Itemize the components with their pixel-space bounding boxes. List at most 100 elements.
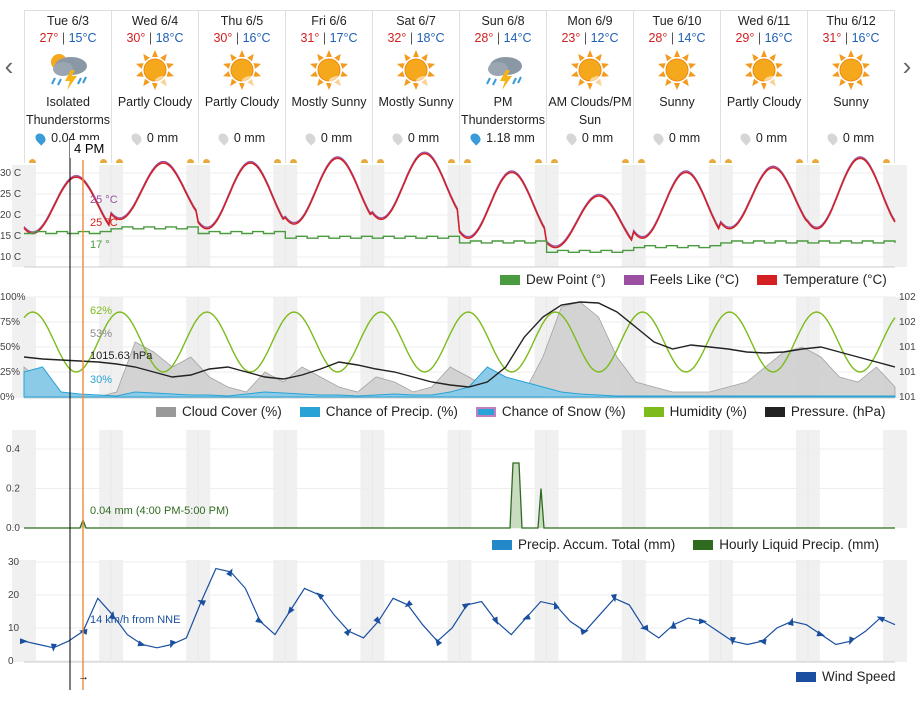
day-column[interactable]: Fri 6/6 31° | 17°C Mostly Sunny 0 mm: [286, 11, 373, 163]
wind-direction-arrow: [20, 638, 28, 645]
wind-direction-arrow: [491, 616, 499, 625]
day-date: Mon 6/9: [567, 14, 613, 28]
legend-wind-speed: Wind Speed: [822, 669, 896, 684]
day-date: Sat 6/7: [396, 14, 436, 28]
raindrop-icon: [738, 130, 753, 146]
day-column[interactable]: Thu 6/12 31° | 16°C Sunny 0 mm: [808, 11, 895, 163]
night-band: [621, 430, 646, 528]
day-column[interactable]: Sun 6/8 28° | 14°C PM Thunderstorms 1.18 mm: [460, 11, 547, 163]
day-date: Fri 6/6: [311, 14, 347, 28]
temp-legend: Dew Point (°) Feels Like (°C) Temperatur…: [482, 272, 887, 287]
wind-readout: 14 km/h from NNE: [90, 614, 180, 626]
wind-direction-arrow: [849, 636, 855, 645]
raindrop-icon: [564, 130, 579, 146]
pressure-readout: 1015.63 hPa: [90, 350, 153, 362]
legend-feels-like: Feels Like (°C): [649, 272, 740, 287]
dew-point-line: [24, 226, 896, 253]
y-tick-label: 25 C: [0, 189, 21, 200]
night-band: [12, 297, 36, 398]
sun-cloud-icon: [286, 47, 372, 93]
day-precip: 0.04 mm: [25, 130, 111, 146]
y-tick-label: 15 C: [0, 231, 21, 242]
day-temps: 23° | 12°C: [561, 31, 619, 45]
temperature-line: [23, 152, 896, 249]
day-temps: 31° | 17°C: [300, 31, 358, 45]
day-condition: Partly Cloudy: [117, 95, 193, 109]
cursor-arrow-icon: →: [78, 671, 89, 683]
night-band: [621, 165, 646, 267]
night-band: [273, 560, 298, 662]
day-column[interactable]: Thu 6/5 30° | 16°C Partly Cloudy 0 mm: [199, 11, 286, 163]
wind-direction-arrow: [170, 639, 176, 649]
wind-direction-arrow: [522, 613, 531, 620]
day-temps: 28° | 14°C: [648, 31, 706, 45]
sunrise-icon: [116, 159, 123, 163]
day-high: 31°: [822, 31, 842, 45]
night-band: [534, 560, 559, 662]
prev-days-button[interactable]: ‹: [4, 50, 14, 81]
day-temps: 32° | 18°C: [387, 31, 445, 45]
night-band: [360, 165, 385, 267]
day-column[interactable]: Tue 6/10 28° | 14°C Sunny 0 mm: [634, 11, 721, 163]
legend-chance-snow: Chance of Snow (%): [501, 404, 626, 419]
wind-direction-arrow: [698, 618, 708, 625]
night-band: [360, 297, 385, 398]
feels-like-readout: 25 °C: [90, 194, 118, 206]
day-temps: 31° | 16°C: [822, 31, 880, 45]
right-tick-label: 102: [899, 292, 916, 303]
day-date: Thu 6/5: [220, 14, 264, 28]
day-low: 17°C: [329, 31, 358, 45]
wind-direction-arrow: [580, 629, 589, 636]
day-date: Sun 6/8: [481, 14, 525, 28]
wind-legend: Wind Speed: [778, 669, 896, 684]
day-precip-amount: 0 mm: [755, 131, 788, 145]
night-band: [883, 165, 907, 267]
day-condition: Mostly Sunny: [291, 95, 367, 109]
day-condition: Sunny: [659, 95, 695, 109]
right-tick-label: 101: [899, 367, 916, 378]
legend-temperature: Temperature (°C): [783, 272, 887, 287]
y-tick-label: 0.0: [6, 523, 20, 534]
wind-direction-arrow: [316, 592, 325, 600]
day-precip: 0 mm: [373, 130, 459, 146]
humidity-readout: 62%: [90, 305, 112, 317]
sun-cloud-icon: [373, 47, 459, 93]
legend-hourly-precip: Hourly Liquid Precip. (mm): [719, 537, 880, 552]
wind-direction-arrow: [640, 624, 649, 631]
y-tick-label: 75%: [0, 317, 20, 328]
next-days-button[interactable]: ›: [902, 50, 912, 81]
night-band: [708, 165, 733, 267]
cloud-legend: Cloud Cover (%) Chance of Precip. (%) Ch…: [138, 404, 885, 419]
day-condition: Mostly Sunny: [378, 95, 454, 109]
raindrop-icon: [390, 130, 405, 146]
night-band: [273, 297, 298, 398]
night-band: [795, 297, 820, 398]
night-band: [795, 430, 820, 528]
legend-pressure: Pressure. (hPa): [790, 404, 886, 419]
day-date: Wed 6/4: [131, 14, 179, 28]
day-date: Tue 6/10: [652, 14, 702, 28]
night-band: [12, 430, 36, 528]
sunset-icon: [448, 159, 455, 163]
day-column[interactable]: Wed 6/4 30° | 18°C Partly Cloudy 0 mm: [112, 11, 199, 163]
day-condition: Partly Cloudy: [204, 95, 280, 109]
day-column[interactable]: Mon 6/9 23° | 12°C AM Clouds/PM Sun 0 mm: [547, 11, 634, 163]
day-column[interactable]: Sat 6/7 32° | 18°C Mostly Sunny 0 mm: [373, 11, 460, 163]
night-band: [12, 560, 36, 662]
cloud-cover-area: [23, 301, 896, 398]
day-precip-amount: 1.18 mm: [486, 131, 535, 145]
wind-direction-arrow: [816, 630, 825, 637]
hourly-precip-line: [24, 462, 895, 529]
day-high: 29°: [735, 31, 755, 45]
day-high: 30°: [213, 31, 233, 45]
wind-direction-arrow: [79, 628, 88, 635]
y-tick-label: 50%: [0, 342, 20, 353]
sun-cloud-icon: [112, 47, 198, 93]
day-column[interactable]: Wed 6/11 29° | 16°C Partly Cloudy 0 mm: [721, 11, 808, 163]
raindrop-icon: [651, 130, 666, 146]
day-column[interactable]: Tue 6/3 27° | 15°C Isolated Thunderstorms 0…: [24, 11, 112, 163]
day-precip-amount: 0 mm: [581, 131, 614, 145]
night-band: [883, 297, 907, 398]
y-tick-label: 20: [8, 590, 20, 601]
wind-direction-arrow: [435, 637, 443, 647]
